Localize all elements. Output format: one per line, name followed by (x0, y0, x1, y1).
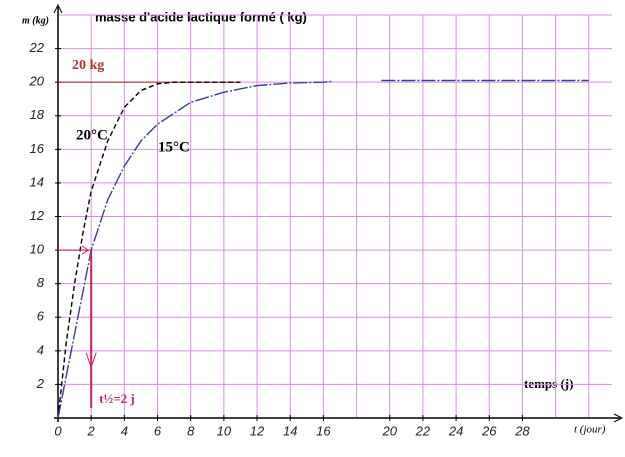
series-line (57, 81, 241, 419)
y-axis-label: m (kg) (22, 15, 49, 26)
x-axis-label: t (jour) (574, 424, 606, 436)
chart-title: masse d'acide lactique formé ( kg) (95, 9, 307, 24)
series-label: 20°C (76, 127, 108, 143)
y-tick-label: 8 (37, 275, 45, 290)
x-tick-label: 26 (481, 423, 497, 438)
series-label: 15°C (158, 139, 190, 155)
y-axis-arrow (53, 3, 63, 14)
half-life-v-arrow (85, 352, 97, 370)
y-tick-label: 6 (37, 309, 45, 324)
x-axis-arrow (613, 413, 624, 423)
y-tick-label: 20 (29, 74, 45, 89)
x-tick-label: 20 (382, 423, 398, 438)
y-tick-label: 18 (30, 107, 45, 122)
x-tick-label: 2 (87, 423, 96, 438)
x-tick-label: 8 (187, 423, 195, 438)
half-life-label: t½=2 j (99, 391, 135, 406)
x-caption: temps (j) (524, 376, 573, 391)
y-tick-label: 16 (30, 141, 45, 156)
half-life-h-arrow (81, 245, 90, 255)
x-tick-label: 14 (283, 423, 297, 438)
y-tick-label: 22 (29, 40, 45, 55)
y-tick-label: 12 (30, 208, 45, 223)
series-line (57, 79, 589, 419)
x-tick-label: 12 (250, 423, 265, 438)
x-tick-label: 6 (154, 423, 162, 438)
x-tick-label: 0 (54, 423, 62, 438)
y-tick-label: 14 (30, 174, 44, 189)
x-tick-label: 16 (316, 423, 331, 438)
y-tick-label: 10 (30, 242, 45, 257)
x-tick-label: 28 (514, 423, 530, 438)
y-tick-label: 4 (37, 342, 44, 357)
x-tick-label: 24 (448, 423, 463, 438)
asymptote-label: 20 kg (72, 58, 104, 73)
y-tick-label: 2 (36, 376, 45, 391)
x-tick-label: 10 (217, 423, 232, 438)
x-tick-label: 4 (121, 423, 128, 438)
x-tick-label: 22 (415, 423, 431, 438)
